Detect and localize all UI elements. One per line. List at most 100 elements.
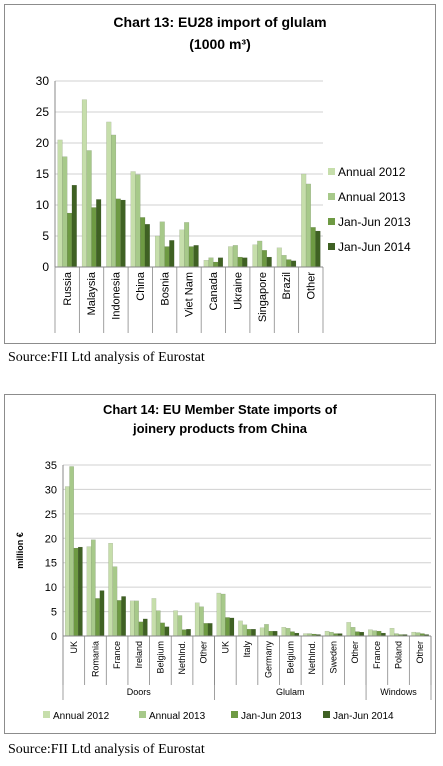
- chart14-bar: [285, 628, 291, 637]
- chart13-bar: [154, 235, 161, 268]
- chart13-legend-label: Jan-Jun 2014: [338, 240, 411, 254]
- chart14-bar: [86, 546, 92, 637]
- chart14-bar: [376, 630, 382, 637]
- chart14-bar: [238, 620, 243, 637]
- chart14-group-label: Doors: [127, 687, 152, 697]
- chart13-bar: [281, 255, 287, 268]
- chart13-bar: [193, 245, 199, 268]
- chart14-bar: [272, 630, 278, 637]
- chart13-y-tick-label: 0: [42, 260, 49, 274]
- chart14-y-axis-label: million €: [15, 532, 25, 569]
- chart-14: Chart 14: EU Member State imports of join…: [15, 402, 432, 722]
- chart14-legend-swatch: [139, 711, 146, 718]
- chart14-category-label: UK: [220, 641, 230, 654]
- chart13-bar: [310, 227, 316, 268]
- chart14-bar: [90, 539, 96, 637]
- chart13-bar: [208, 257, 214, 268]
- chart13-bar: [315, 230, 321, 268]
- chart13-y-tick-label: 30: [36, 74, 50, 88]
- chart14-category-label: Sweden: [329, 641, 339, 674]
- chart14-bar: [229, 617, 235, 637]
- chart14-bar: [194, 602, 200, 637]
- chart13-bar: [232, 245, 238, 268]
- chart14-y-tick-label: 25: [45, 509, 57, 521]
- chart13-bar: [242, 257, 248, 268]
- chart14-bar: [290, 631, 295, 637]
- chart13-bar: [111, 134, 117, 268]
- chart14-bar: [160, 622, 165, 637]
- chart14-y-tick-label: 30: [45, 484, 57, 496]
- chart14-bar: [207, 623, 213, 637]
- chart13-bar: [188, 246, 194, 268]
- chart14-legend-label: Jan-Jun 2013: [241, 711, 302, 722]
- chart13-bar: [106, 121, 112, 268]
- chart14-bar: [151, 598, 157, 637]
- chart14-bar: [368, 629, 373, 637]
- chart14-bar: [134, 600, 139, 637]
- chart14-bar: [78, 546, 83, 637]
- chart13-bar: [144, 224, 150, 268]
- chart13-bar: [257, 240, 263, 268]
- chart-13-panel: Chart 13: EU28 import of glulam (1000 m³)…: [4, 4, 436, 344]
- chart14-y-tick-label: 35: [45, 460, 57, 472]
- chart13-bar: [217, 257, 224, 268]
- chart14-y-tick-label: 15: [45, 558, 57, 570]
- chart13-legend-label: Jan-Jun 2013: [338, 215, 411, 229]
- chart13-bar: [184, 222, 190, 268]
- chart13-bar: [203, 260, 209, 268]
- chart14-title-line2: joinery products from China: [132, 421, 308, 436]
- chart13-bar: [276, 247, 282, 268]
- chart14-group-label: Windows: [380, 687, 417, 697]
- chart13-bar: [120, 199, 126, 268]
- chart14-category-label: France: [372, 641, 382, 669]
- chart14-bar: [155, 610, 161, 637]
- chart14-group-label: Glulam: [276, 687, 305, 697]
- chart14-category-label: Ireland: [134, 641, 144, 669]
- chart13-bar: [115, 198, 121, 268]
- chart13-bar: [67, 212, 73, 268]
- chart14-bar: [216, 592, 222, 637]
- chart13-bar: [164, 246, 170, 268]
- chart14-bar: [177, 615, 183, 637]
- chart13-legend-swatch: [328, 193, 335, 200]
- chart14-y-tick-label: 0: [51, 631, 57, 643]
- chart14-y-tick-label: 10: [45, 582, 57, 594]
- chart13-y-tick-label: 25: [36, 105, 50, 119]
- chart14-bar: [95, 598, 100, 637]
- chart14-bar: [173, 610, 178, 637]
- chart14-category-label: Poland: [394, 641, 404, 669]
- chart13-category-label: Bosnia: [159, 271, 171, 306]
- chart14-bar: [129, 600, 135, 637]
- chart13-bar: [179, 229, 185, 268]
- chart14-bar: [99, 590, 105, 637]
- chart14-bar: [350, 627, 356, 637]
- chart13-category-label: China: [135, 271, 147, 301]
- chart13-title-line2: (1000 m³): [189, 36, 250, 52]
- chart13-bar: [301, 173, 307, 268]
- chart13-bar: [86, 150, 92, 268]
- chart-13: Chart 13: EU28 import of glulam (1000 m³)…: [36, 14, 411, 333]
- chart14-category-label: Romania: [90, 641, 100, 677]
- chart13-category-label: Ukraine: [232, 272, 244, 310]
- chart13-bar: [62, 156, 68, 268]
- chart13-legend-swatch: [328, 243, 335, 250]
- chart13-category-label: Other: [305, 272, 317, 300]
- chart14-category-label: Belgium: [285, 641, 295, 674]
- chart13-bar: [81, 99, 87, 268]
- chart14-bar: [281, 627, 287, 637]
- chart14-legend-swatch: [231, 711, 238, 718]
- chart13-y-tick-label: 20: [36, 136, 50, 150]
- chart13-category-label: Canada: [208, 271, 220, 310]
- chart14-bar: [259, 627, 265, 637]
- chart14-bar: [329, 631, 334, 637]
- chart13-bar: [91, 207, 97, 268]
- chart14-bar: [324, 630, 330, 637]
- chart13-y-tick-label: 10: [36, 198, 50, 212]
- chart13-category-label: Brazil: [281, 272, 293, 300]
- chart14-category-label: Other: [199, 641, 209, 664]
- chart14-legend-label: Jan-Jun 2014: [333, 711, 394, 722]
- chart14-category-label: Belgium: [155, 641, 165, 674]
- chart14-bar: [73, 547, 79, 637]
- chart13-category-label: Russia: [62, 271, 74, 306]
- chart13-bar: [266, 256, 272, 268]
